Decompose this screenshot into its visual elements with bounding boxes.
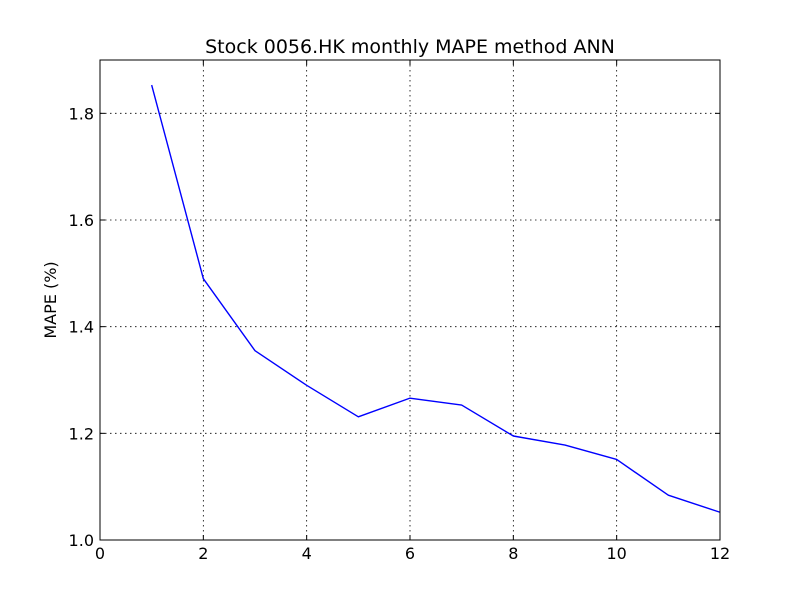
y-tick-label: 1.6 [69, 211, 94, 230]
x-tick-label: 12 [710, 544, 730, 563]
x-tick-label: 6 [405, 544, 415, 563]
y-tick-label: 1.4 [69, 318, 94, 337]
series-layer [150, 84, 721, 513]
x-tick-label: 0 [95, 544, 105, 563]
series-line [150, 84, 721, 513]
x-tick-label: 8 [508, 544, 518, 563]
x-tick-labels: 0 2 4 6 8 10 12 [95, 544, 730, 563]
y-tick-label: 1.8 [69, 104, 94, 123]
x-tick-label: 10 [606, 544, 626, 563]
grid-lines [100, 60, 720, 540]
x-tick-label: 2 [198, 544, 208, 563]
y-tick-label: 1.0 [69, 531, 94, 550]
ticks [99, 60, 721, 541]
x-tick-label: 4 [302, 544, 312, 563]
y-tick-label: 1.2 [69, 424, 94, 443]
chart-title: Stock 0056.HK monthly MAPE method ANN [205, 36, 615, 58]
y-axis-label: MAPE (%) [41, 261, 60, 338]
y-tick-labels: 1.0 1.2 1.4 1.6 1.8 [69, 104, 94, 550]
